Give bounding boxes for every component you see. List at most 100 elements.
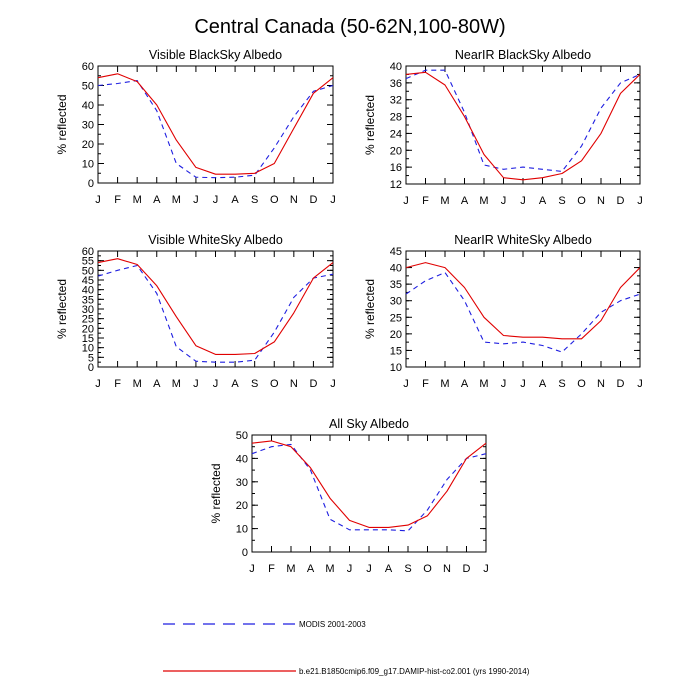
y-tick-label: 0: [88, 178, 94, 190]
x-tick-label: N: [443, 563, 451, 575]
panel-title: NearIR BlackSky Albedo: [455, 48, 591, 62]
series-line-modis: [251, 443, 487, 532]
x-tick-label: N: [597, 195, 605, 207]
legend-label-model: b.e21.B1850cmip6.f09_g17.DAMIP-hist-co2.…: [299, 667, 530, 676]
chart-panel-2: NearIR BlackSky Albedo 12 16 20 24 28 32 36 40 J F…: [363, 48, 643, 207]
x-tick-label: J: [193, 378, 199, 390]
y-tick-label: 35: [390, 279, 402, 291]
y-axis-label: % reflected: [363, 95, 377, 155]
y-tick-label: 12: [390, 179, 402, 191]
x-tick-label: J: [347, 563, 353, 575]
y-tick-label: 20: [236, 500, 248, 512]
x-tick-label: A: [385, 563, 393, 575]
y-tick-label: 10: [236, 524, 248, 536]
x-tick-label: D: [309, 378, 317, 390]
y-tick-label: 20: [390, 329, 402, 341]
x-tick-label: F: [114, 378, 121, 390]
y-tick-label: 0: [242, 547, 248, 559]
x-tick-label: J: [637, 378, 643, 390]
x-tick-label: J: [95, 194, 101, 206]
legend-label-modis: MODIS 2001-2003: [299, 620, 366, 629]
y-tick-label: 5: [88, 352, 94, 364]
x-tick-label: A: [153, 378, 161, 390]
plot-frame: [97, 250, 334, 368]
series-line-modis: [405, 69, 641, 172]
x-tick-label: A: [307, 563, 315, 575]
panel-title: Visible BlackSky Albedo: [149, 48, 282, 62]
x-tick-label: N: [290, 378, 298, 390]
y-tick-label: 36: [390, 78, 402, 90]
x-tick-label: M: [479, 195, 488, 207]
series-line-modis: [97, 264, 334, 363]
y-tick-label: 40: [390, 263, 402, 275]
panel-title: All Sky Albedo: [329, 417, 409, 431]
x-tick-label: J: [366, 563, 372, 575]
y-tick-label: 30: [82, 304, 94, 316]
y-tick-label: 35: [82, 294, 94, 306]
x-tick-label: A: [461, 378, 469, 390]
y-tick-label: 32: [390, 95, 402, 107]
x-tick-label: J: [193, 194, 199, 206]
x-tick-label: J: [403, 195, 409, 207]
plot-frame: [97, 65, 334, 184]
y-tick-label: 40: [236, 453, 248, 465]
x-tick-label: M: [440, 195, 449, 207]
x-tick-label: J: [501, 378, 507, 390]
y-tick-label: 24: [390, 128, 402, 140]
y-tick-label: 10: [82, 159, 94, 171]
figure-title: Central Canada (50-62N,100-80W): [194, 16, 505, 38]
x-tick-label: F: [114, 194, 121, 206]
x-tick-label: F: [268, 563, 275, 575]
x-tick-label: A: [231, 194, 239, 206]
y-tick-label: 45: [82, 275, 94, 287]
x-tick-label: J: [501, 195, 507, 207]
y-tick-label: 16: [390, 162, 402, 174]
y-tick-label: 45: [390, 246, 402, 258]
x-tick-label: M: [479, 378, 488, 390]
y-tick-label: 50: [236, 430, 248, 442]
y-tick-label: 20: [82, 139, 94, 151]
x-tick-label: J: [330, 194, 336, 206]
series-line-model: [405, 71, 641, 181]
x-tick-label: J: [213, 194, 219, 206]
x-tick-label: M: [325, 563, 334, 575]
x-tick-label: D: [617, 378, 625, 390]
plot-frame: [251, 434, 487, 553]
y-tick-label: 28: [390, 112, 402, 124]
x-tick-label: J: [520, 378, 526, 390]
y-tick-label: 40: [390, 61, 402, 73]
y-tick-label: 50: [82, 265, 94, 277]
x-tick-label: N: [597, 378, 605, 390]
y-tick-label: 50: [82, 81, 94, 93]
x-tick-label: M: [286, 563, 295, 575]
x-tick-label: M: [133, 194, 142, 206]
chart-panel-3: Visible WhiteSky Albedo 05101520253035404…: [55, 233, 336, 390]
x-tick-label: O: [270, 378, 279, 390]
series-line-model: [97, 258, 334, 355]
x-tick-label: O: [577, 378, 586, 390]
y-tick-label: 20: [82, 323, 94, 335]
panel-title: NearIR WhiteSky Albedo: [454, 233, 592, 247]
x-tick-label: F: [422, 378, 429, 390]
x-tick-label: J: [520, 195, 526, 207]
x-tick-label: J: [213, 378, 219, 390]
x-tick-label: S: [251, 194, 258, 206]
series-line-modis: [405, 271, 641, 353]
x-tick-label: S: [558, 378, 565, 390]
x-tick-label: J: [249, 563, 255, 575]
x-tick-label: M: [440, 378, 449, 390]
x-tick-label: F: [422, 195, 429, 207]
y-tick-label: 60: [82, 246, 94, 258]
series-line-model: [405, 262, 641, 340]
x-tick-label: A: [539, 195, 547, 207]
y-tick-label: 15: [82, 333, 94, 345]
y-tick-label: 40: [82, 100, 94, 112]
y-tick-label: 15: [390, 345, 402, 357]
y-tick-label: 30: [236, 477, 248, 489]
x-tick-label: D: [463, 563, 471, 575]
x-tick-label: A: [461, 195, 469, 207]
y-tick-label: 30: [390, 296, 402, 308]
